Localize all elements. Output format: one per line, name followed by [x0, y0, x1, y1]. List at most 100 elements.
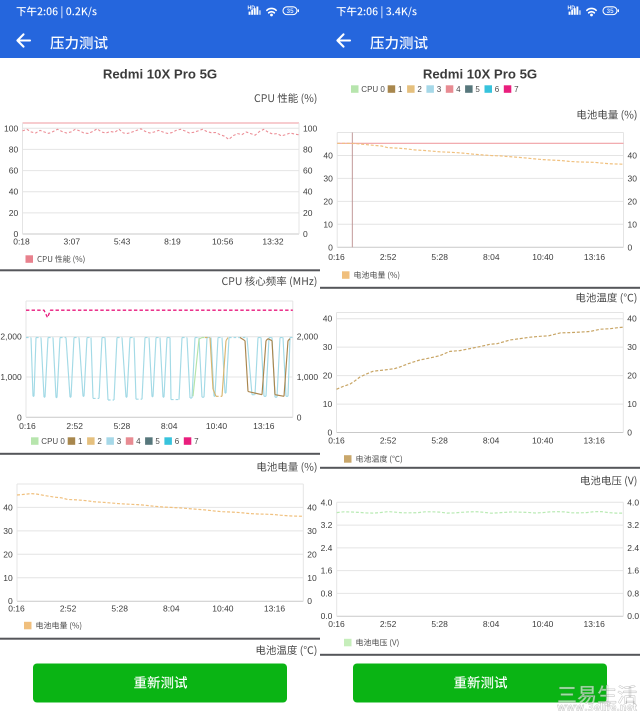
svg-text:13:16: 13:16	[253, 421, 275, 431]
svg-text:0:16: 0:16	[328, 619, 345, 629]
svg-text:2:52: 2:52	[380, 436, 397, 446]
svg-text:1.6: 1.6	[321, 566, 333, 576]
svg-text:2: 2	[417, 85, 422, 94]
svg-text:10:40: 10:40	[206, 421, 228, 431]
svg-text:13:16: 13:16	[264, 604, 286, 614]
svg-text:40: 40	[627, 314, 637, 324]
svg-text:30: 30	[627, 342, 637, 352]
svg-text:1,000: 1,000	[0, 372, 22, 382]
svg-text:5:28: 5:28	[431, 619, 448, 629]
svg-text:20: 20	[307, 549, 317, 559]
svg-text:3.2: 3.2	[627, 520, 639, 530]
svg-text:4: 4	[456, 85, 461, 94]
svg-text:5:43: 5:43	[114, 237, 131, 247]
svg-text:HD: HD	[568, 5, 576, 11]
svg-text:7: 7	[514, 85, 519, 94]
svg-text:0: 0	[17, 412, 22, 422]
svg-text:13:16: 13:16	[584, 436, 606, 446]
svg-text:40: 40	[303, 187, 313, 197]
svg-text:CPU 0: CPU 0	[41, 437, 65, 446]
svg-text:1: 1	[398, 85, 403, 94]
svg-text:0: 0	[328, 242, 333, 252]
svg-text:80: 80	[303, 144, 313, 154]
svg-text:2:52: 2:52	[66, 421, 83, 431]
svg-text:8:04: 8:04	[483, 619, 500, 629]
svg-text:80: 80	[9, 144, 19, 154]
svg-text:40: 40	[628, 150, 638, 160]
svg-text:5:28: 5:28	[431, 252, 448, 262]
svg-text:10: 10	[323, 219, 333, 229]
svg-text:5: 5	[475, 85, 480, 94]
svg-text:2:52: 2:52	[380, 619, 397, 629]
svg-text:0:16: 0:16	[8, 604, 25, 614]
svg-text:8:04: 8:04	[161, 421, 178, 431]
svg-text:0: 0	[628, 242, 633, 252]
svg-text:8:04: 8:04	[483, 252, 500, 262]
svg-text:10: 10	[3, 573, 13, 583]
svg-text:10:56: 10:56	[212, 237, 234, 247]
svg-text:30: 30	[307, 526, 317, 536]
svg-text:20: 20	[3, 549, 13, 559]
svg-text:CPU 0: CPU 0	[361, 85, 385, 94]
svg-text:0: 0	[13, 229, 18, 239]
svg-text:10:40: 10:40	[532, 619, 554, 629]
svg-text:3: 3	[437, 85, 442, 94]
svg-text:10:40: 10:40	[212, 604, 234, 614]
svg-text:8:19: 8:19	[164, 237, 181, 247]
svg-text:40: 40	[323, 314, 333, 324]
svg-text:20: 20	[627, 371, 637, 381]
svg-text:0.0: 0.0	[321, 611, 333, 621]
svg-text:35: 35	[607, 8, 614, 15]
svg-text:0.8: 0.8	[321, 588, 333, 598]
svg-text:0: 0	[297, 412, 302, 422]
svg-text:0:16: 0:16	[328, 252, 345, 262]
svg-text:100: 100	[4, 123, 18, 133]
svg-text:10: 10	[323, 399, 333, 409]
svg-text:5:28: 5:28	[431, 436, 448, 446]
svg-text:6: 6	[175, 437, 180, 446]
svg-text:HD: HD	[248, 5, 256, 11]
svg-text:2:52: 2:52	[60, 604, 77, 614]
svg-text:5:28: 5:28	[111, 604, 128, 614]
svg-text:10: 10	[628, 219, 638, 229]
svg-text:8:04: 8:04	[483, 436, 500, 446]
svg-text:2,000: 2,000	[297, 332, 319, 342]
svg-text:5: 5	[155, 437, 160, 446]
svg-text:4.0: 4.0	[321, 497, 333, 507]
svg-text:0:16: 0:16	[328, 436, 345, 446]
svg-text:10:40: 10:40	[532, 252, 554, 262]
svg-text:10: 10	[307, 573, 317, 583]
svg-text:5:28: 5:28	[114, 421, 131, 431]
svg-text:10: 10	[627, 399, 637, 409]
svg-text:30: 30	[628, 173, 638, 183]
svg-text:40: 40	[9, 187, 19, 197]
svg-text:2.4: 2.4	[627, 543, 639, 553]
svg-text:30: 30	[323, 342, 333, 352]
svg-text:6: 6	[495, 85, 500, 94]
svg-text:0: 0	[303, 229, 308, 239]
svg-text:10:40: 10:40	[532, 436, 554, 446]
svg-text:0:16: 0:16	[19, 421, 36, 431]
svg-text:40: 40	[323, 150, 333, 160]
svg-text:3.2: 3.2	[321, 520, 333, 530]
svg-text:2.4: 2.4	[321, 543, 333, 553]
svg-text:0: 0	[627, 428, 632, 438]
svg-text:40: 40	[307, 502, 317, 512]
svg-text:20: 20	[9, 208, 19, 218]
svg-text:0: 0	[8, 596, 13, 606]
svg-text:Redmi 10X Pro 5G: Redmi 10X Pro 5G	[103, 66, 217, 81]
svg-text:20: 20	[323, 196, 333, 206]
svg-text:30: 30	[3, 526, 13, 536]
svg-text:2:52: 2:52	[380, 252, 397, 262]
svg-text:100: 100	[303, 123, 317, 133]
svg-text:0.0: 0.0	[627, 611, 639, 621]
svg-text:0:18: 0:18	[13, 237, 30, 247]
svg-text:20: 20	[323, 371, 333, 381]
svg-text:0: 0	[307, 596, 312, 606]
svg-text:1: 1	[78, 437, 83, 446]
svg-text:Redmi 10X Pro 5G: Redmi 10X Pro 5G	[423, 66, 537, 81]
svg-text:13:32: 13:32	[262, 237, 284, 247]
svg-text:2,000: 2,000	[0, 332, 22, 342]
svg-text:20: 20	[628, 196, 638, 206]
svg-text:35: 35	[287, 8, 294, 15]
